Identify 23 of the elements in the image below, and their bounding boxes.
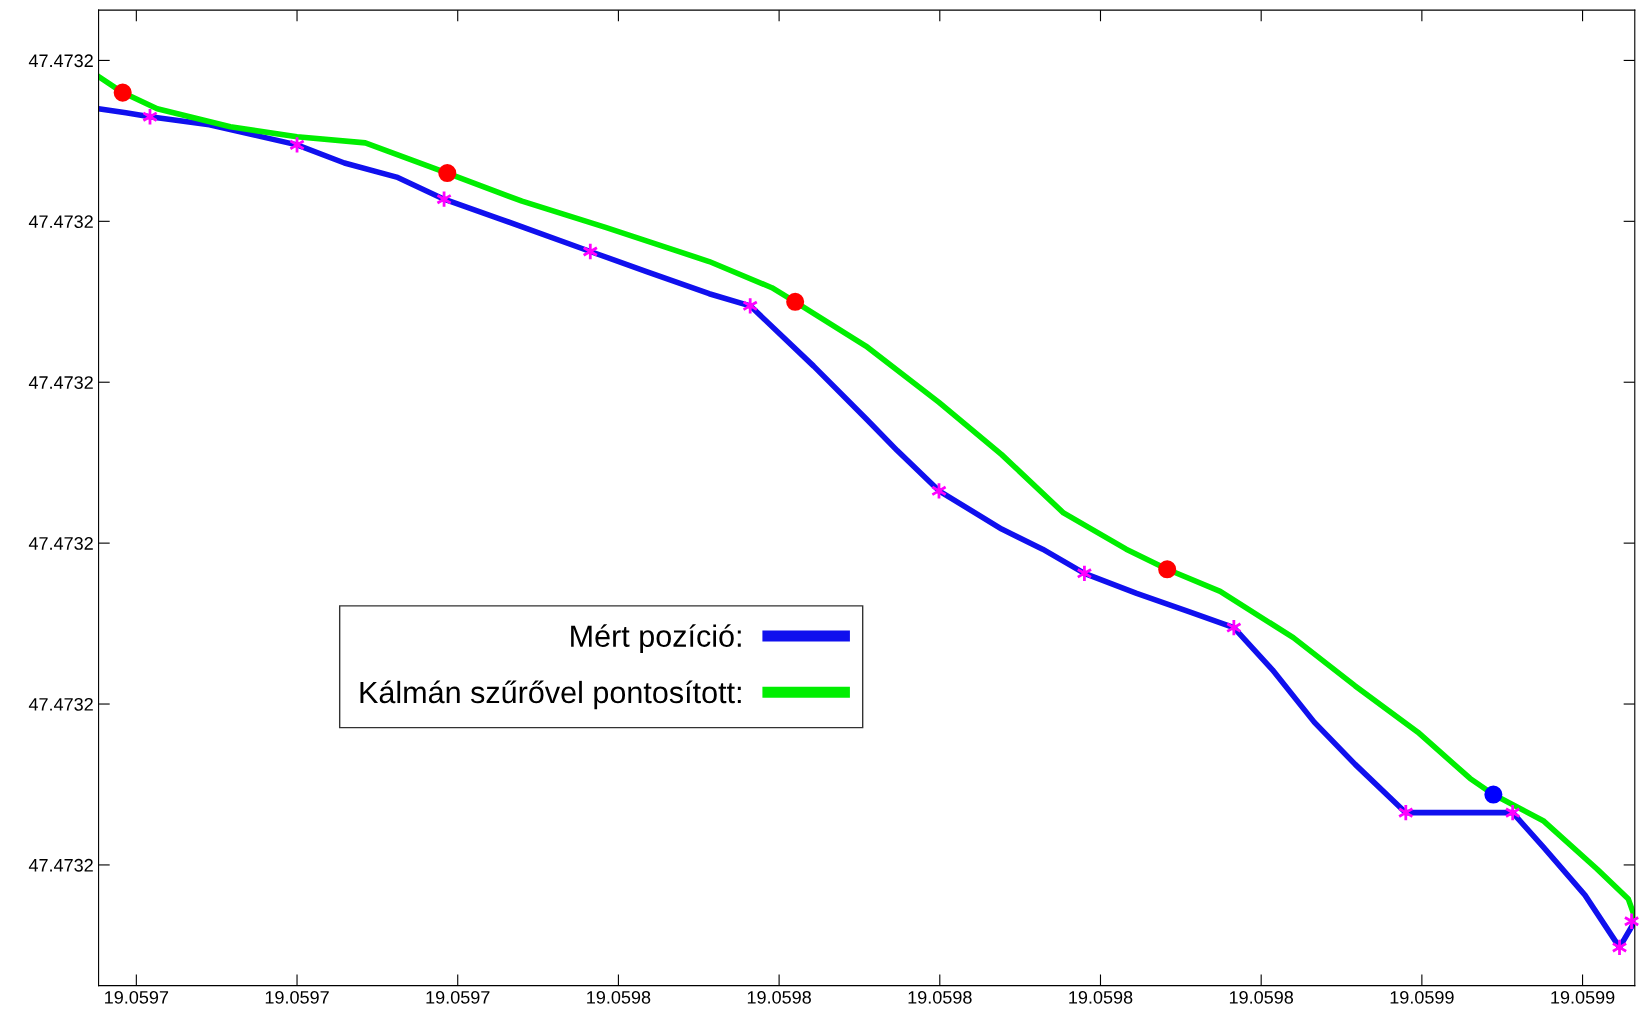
y-tick-label: 47.4732 <box>28 858 93 872</box>
x-tick-label: 19.0598 <box>587 990 651 1004</box>
y-tick-label: 47.4732 <box>28 697 93 711</box>
point <box>1484 785 1503 804</box>
legend-label: Mért pozíció: <box>571 624 741 653</box>
point <box>1158 560 1177 579</box>
point <box>438 164 457 183</box>
y-tick-label: 47.4732 <box>28 215 93 229</box>
y-tick-label: 47.4732 <box>28 54 93 68</box>
y-tick-label: 47.4732 <box>28 537 93 550</box>
x-tick-label: 19.0599 <box>1390 990 1454 1004</box>
x-tick-label: 19.0598 <box>908 990 972 1004</box>
x-tick-label: 19.0597 <box>265 990 329 1004</box>
x-tick-label: 19.0598 <box>1229 990 1294 1004</box>
legend-label: Kálmán szűrővel pontosított: <box>360 680 741 710</box>
y-tick-label: 47.4732 <box>28 376 93 389</box>
x-tick-label: 19.0599 <box>1551 990 1615 1004</box>
x-tick-label: 19.0598 <box>747 990 811 1004</box>
x-tick-label: 19.0597 <box>105 990 169 1004</box>
x-tick-label: 19.0597 <box>426 990 490 1004</box>
x-tick-label: 19.0598 <box>1069 990 1133 1004</box>
point <box>113 83 132 102</box>
point <box>786 292 805 311</box>
